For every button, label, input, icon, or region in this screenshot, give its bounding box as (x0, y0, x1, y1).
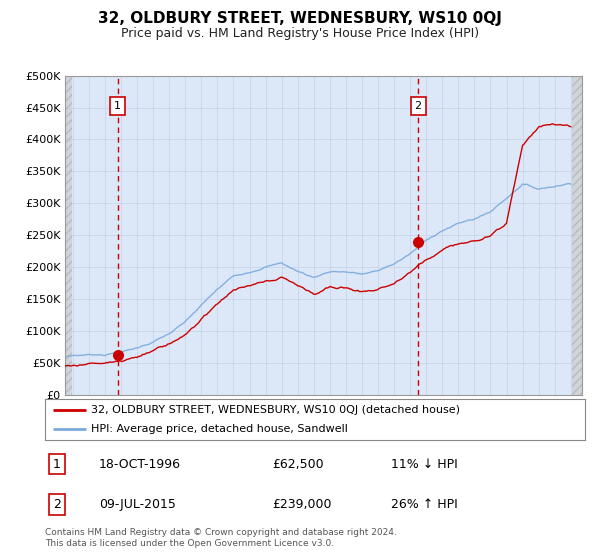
Text: 09-JUL-2015: 09-JUL-2015 (99, 498, 176, 511)
Text: 1: 1 (115, 101, 121, 111)
Text: 2: 2 (53, 498, 61, 511)
Text: £62,500: £62,500 (272, 458, 323, 471)
Text: Contains HM Land Registry data © Crown copyright and database right 2024.
This d: Contains HM Land Registry data © Crown c… (45, 528, 397, 548)
Text: 32, OLDBURY STREET, WEDNESBURY, WS10 0QJ (detached house): 32, OLDBURY STREET, WEDNESBURY, WS10 0QJ… (91, 405, 460, 415)
Text: 26% ↑ HPI: 26% ↑ HPI (391, 498, 457, 511)
Bar (65, 76, 71, 395)
Text: 2: 2 (415, 101, 422, 111)
Bar (572, 76, 582, 395)
Text: 11% ↓ HPI: 11% ↓ HPI (391, 458, 457, 471)
Text: 32, OLDBURY STREET, WEDNESBURY, WS10 0QJ: 32, OLDBURY STREET, WEDNESBURY, WS10 0QJ (98, 11, 502, 26)
Text: HPI: Average price, detached house, Sandwell: HPI: Average price, detached house, Sand… (91, 423, 348, 433)
Bar (65, 76, 71, 395)
Text: £239,000: £239,000 (272, 498, 331, 511)
Text: Price paid vs. HM Land Registry's House Price Index (HPI): Price paid vs. HM Land Registry's House … (121, 27, 479, 40)
Text: 1: 1 (53, 458, 61, 471)
Text: 18-OCT-1996: 18-OCT-1996 (99, 458, 181, 471)
